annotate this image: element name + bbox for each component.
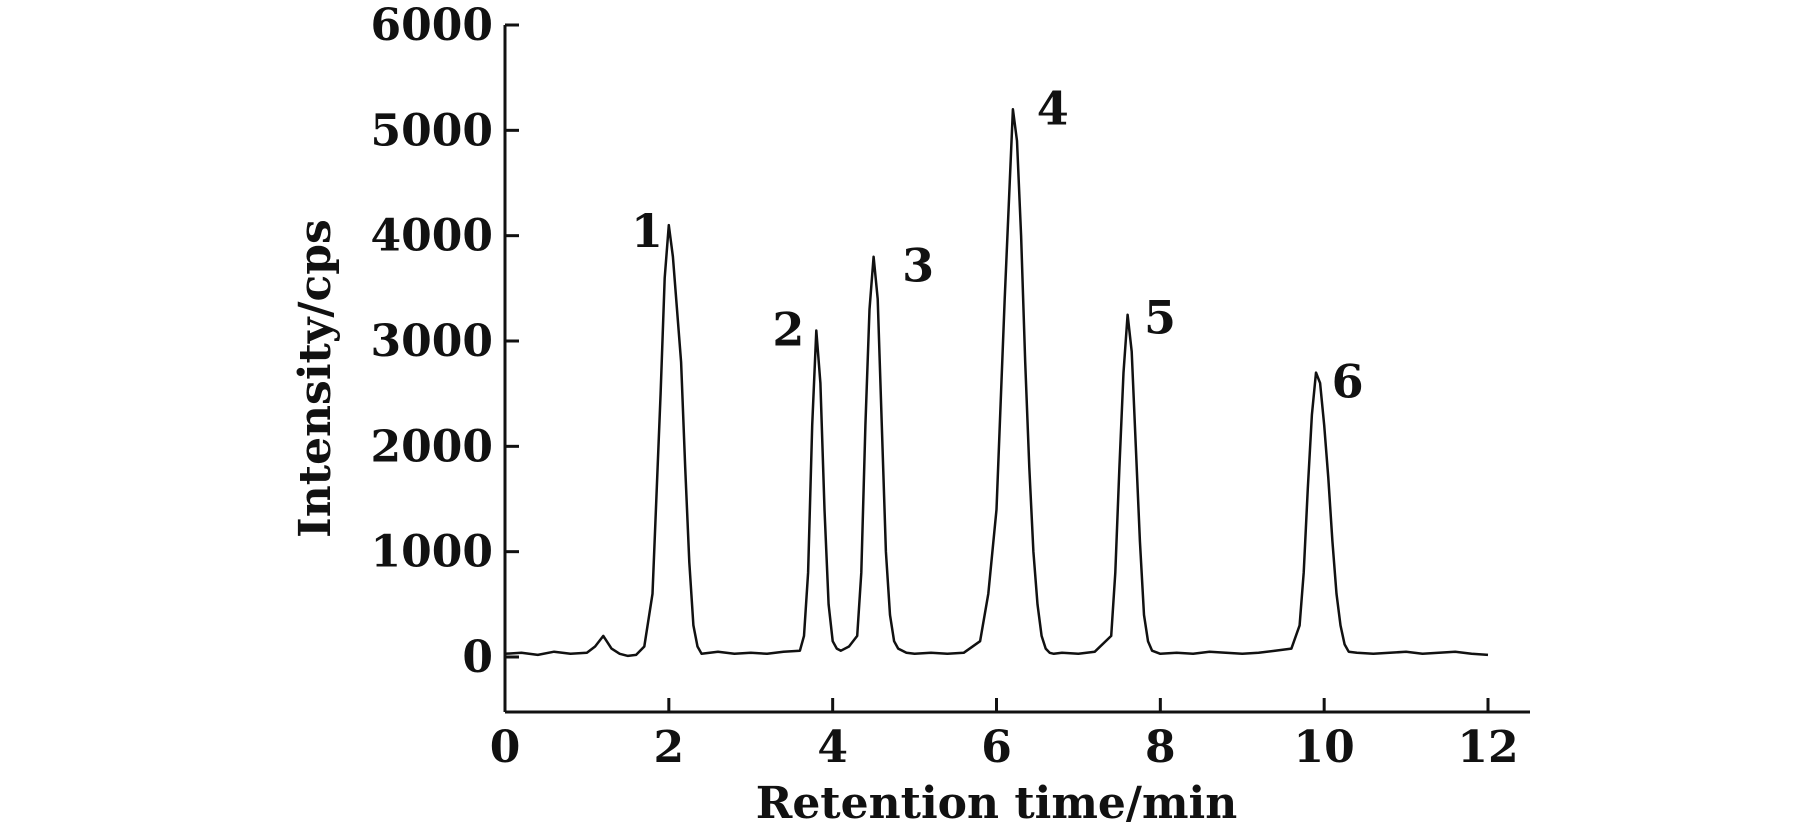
y-tick-label: 0 (462, 632, 493, 683)
y-tick-label: 6000 (371, 0, 493, 51)
y-tick-label: 1000 (371, 527, 493, 578)
peak-label: 3 (902, 239, 934, 293)
peak-label: 6 (1332, 355, 1364, 409)
x-tick-label: 12 (1457, 722, 1518, 773)
y-tick-label: 4000 (371, 211, 493, 262)
y-tick-label: 3000 (371, 316, 493, 367)
peak-label: 4 (1037, 81, 1069, 135)
axes (503, 25, 1530, 714)
x-tick-label: 2 (654, 722, 685, 773)
x-tick-label: 6 (981, 722, 1012, 773)
y-tick-label: 2000 (371, 421, 493, 472)
peak-label: 2 (772, 302, 804, 356)
x-axis-title: Retention time/min (756, 778, 1238, 827)
x-tick-label: 8 (1145, 722, 1176, 773)
y-axis-title: Intensity/cps (290, 219, 341, 538)
y-tick-label: 5000 (371, 105, 493, 156)
series-layer (504, 108, 1489, 658)
x-tick-label: 0 (490, 722, 521, 773)
peak-label: 5 (1144, 291, 1176, 345)
y-ticks: 0 1000 2000 3000 4000 5000 6000 (371, 0, 519, 683)
x-tick-label: 10 (1294, 722, 1355, 773)
peak-annotations: 1 2 3 4 5 6 (631, 81, 1364, 408)
chromatogram-trace (504, 108, 1489, 658)
x-tick-label: 4 (817, 722, 848, 773)
peak-label: 1 (631, 204, 663, 258)
x-ticks: 0 2 4 6 8 10 12 (490, 698, 1519, 773)
